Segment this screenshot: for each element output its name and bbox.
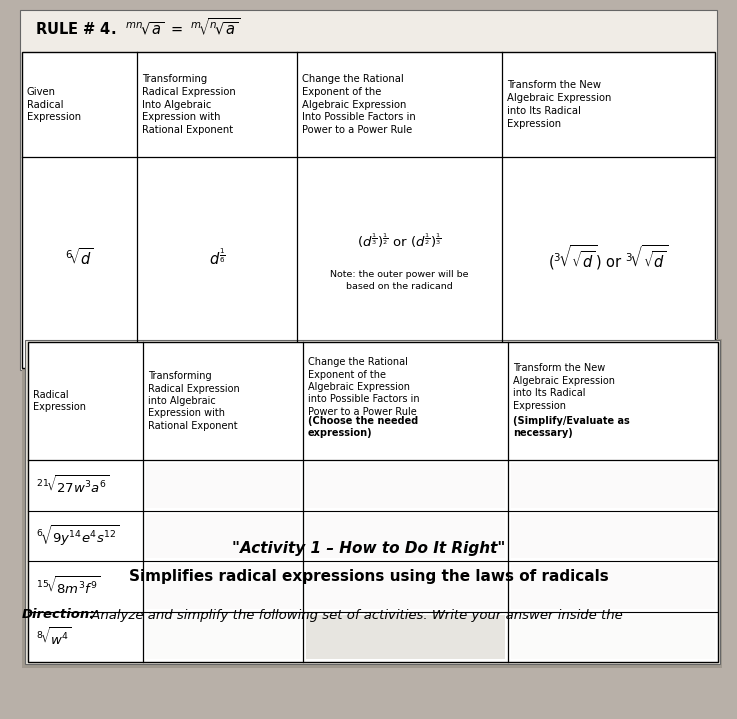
Bar — [146, 564, 300, 608]
Text: Note: the outer power will be
based on the radicand: Note: the outer power will be based on t… — [330, 270, 469, 290]
Bar — [28, 342, 718, 662]
Bar — [146, 615, 300, 659]
Text: RULE # 4.  $^{mn}\!\sqrt{a}\ =\ ^{m}\!\sqrt{^{n}\!\sqrt{a}}$: RULE # 4. $^{mn}\!\sqrt{a}\ =\ ^{m}\!\sq… — [35, 17, 240, 39]
Text: Given
Radical
Expression: Given Radical Expression — [27, 87, 81, 122]
Bar — [20, 10, 717, 370]
Bar — [511, 615, 715, 659]
Text: Change the Rational
Exponent of the
Algebraic Expression
Into Possible Factors i: Change the Rational Exponent of the Alge… — [302, 74, 416, 135]
Bar — [511, 513, 715, 558]
Text: $^8\!\sqrt{w^4}$: $^8\!\sqrt{w^4}$ — [36, 626, 71, 647]
Text: Transforming
Radical Expression
into Algebraic
Expression with
Rational Exponent: Transforming Radical Expression into Alg… — [148, 371, 240, 431]
Bar — [511, 615, 715, 659]
Text: Transforming
Radical Expression
Into Algebraic
Expression with
Rational Exponent: Transforming Radical Expression Into Alg… — [142, 74, 236, 135]
Text: Simplifies radical expressions using the laws of radicals: Simplifies radical expressions using the… — [129, 569, 608, 585]
Text: $(^3\!\sqrt{\sqrt{d}})$ or $^3\!\sqrt{\sqrt{d}}$: $(^3\!\sqrt{\sqrt{d}})$ or $^3\!\sqrt{\s… — [548, 243, 669, 272]
Text: $(d^{\frac{1}{3}})^{\frac{1}{2}}$ or $(d^{\frac{1}{2}})^{\frac{1}{3}}$: $(d^{\frac{1}{3}})^{\frac{1}{2}}$ or $(d… — [357, 232, 442, 249]
Text: Radical
Expression: Radical Expression — [33, 390, 86, 412]
Bar — [511, 564, 715, 608]
Bar — [306, 564, 505, 608]
Text: $^{21}\!\sqrt{27w^3a^6}$: $^{21}\!\sqrt{27w^3a^6}$ — [36, 475, 110, 496]
Text: Transform the New
Algebraic Expression
into Its Radical
Expression: Transform the New Algebraic Expression i… — [507, 81, 612, 129]
Bar — [25, 340, 720, 664]
Bar — [146, 615, 300, 659]
Text: $^6\!\sqrt{d}$: $^6\!\sqrt{d}$ — [66, 247, 94, 268]
Text: $^{15}\!\sqrt{8m^3f^9}$: $^{15}\!\sqrt{8m^3f^9}$ — [36, 576, 100, 597]
Bar — [22, 52, 715, 368]
Text: Transform the New
Algebraic Expression
into Its Radical
Expression: Transform the New Algebraic Expression i… — [513, 363, 615, 411]
Text: Analyze and simplify the following set of activities. Write your answer inside t: Analyze and simplify the following set o… — [87, 608, 623, 621]
Text: $^6\!\sqrt{9y^{14}e^4s^{12}}$: $^6\!\sqrt{9y^{14}e^4s^{12}}$ — [36, 523, 119, 548]
Bar — [511, 463, 715, 508]
Text: Direction:: Direction: — [22, 608, 96, 621]
Text: "Activity 1 – How to Do It Right": "Activity 1 – How to Do It Right" — [232, 541, 505, 557]
Bar — [146, 463, 300, 508]
Bar — [306, 463, 505, 508]
Text: (Choose the needed
expression): (Choose the needed expression) — [308, 416, 419, 438]
Text: (Simplify/Evaluate as
necessary): (Simplify/Evaluate as necessary) — [513, 416, 629, 438]
Bar — [306, 615, 505, 659]
Bar — [22, 339, 722, 668]
Bar — [306, 513, 505, 558]
Bar — [146, 513, 300, 558]
Text: $d^{\frac{1}{6}}$: $d^{\frac{1}{6}}$ — [209, 247, 226, 268]
Text: Change the Rational
Exponent of the
Algebraic Expression
into Possible Factors i: Change the Rational Exponent of the Alge… — [308, 357, 419, 417]
